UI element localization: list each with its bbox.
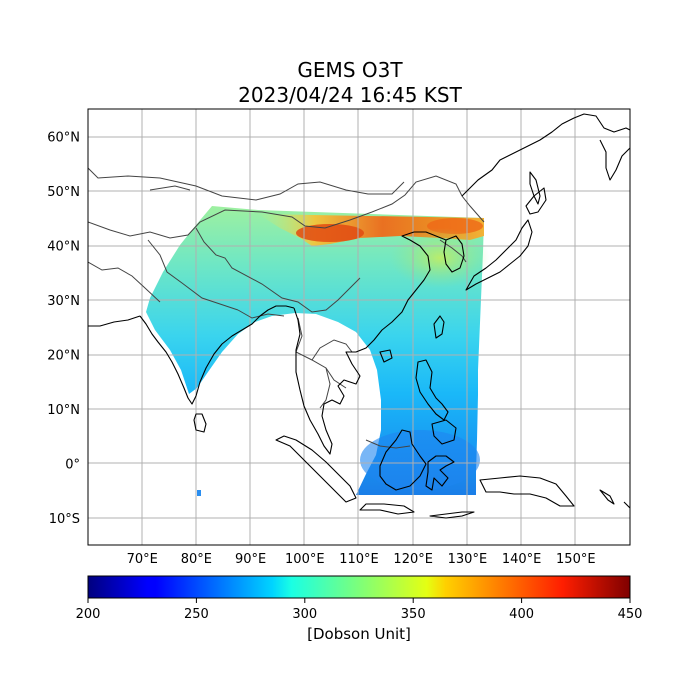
latitude-tick-label: 40°N xyxy=(47,239,80,254)
latitude-tick-label: 50°N xyxy=(47,185,80,200)
ozone-swath xyxy=(146,206,490,496)
latitude-tick-label: 20°N xyxy=(47,348,80,363)
coast-timor-islands xyxy=(429,511,475,519)
coast-hainan xyxy=(379,349,393,363)
longitude-tick-label: 90°E xyxy=(235,552,266,567)
latitude-tick-label: 30°N xyxy=(47,294,80,309)
latitude-tick-label: 60°N xyxy=(47,130,80,145)
coast-borneo xyxy=(379,429,427,491)
ozone-isolated-pixel xyxy=(197,490,201,496)
longitude-tick-label: 120°E xyxy=(393,552,433,567)
colorbar-tick-label: 300 xyxy=(292,607,317,622)
colorbar: 200 250 300 350 400 450 [Dobson Unit] xyxy=(76,575,643,643)
latitude-tick-labels: 60°N 50°N 40°N 30°N 20°N 10°N 0° 10°S xyxy=(47,130,80,527)
coast-korea xyxy=(443,235,465,273)
colorbar-tick-label: 250 xyxy=(184,607,209,622)
colorbar-tick-label: 400 xyxy=(509,607,534,622)
ozone-swath-fill xyxy=(146,206,484,495)
coast-sulawesi xyxy=(425,455,455,491)
longitude-tick-label: 110°E xyxy=(339,552,379,567)
latitude-tick-label: 10°N xyxy=(47,403,80,418)
colorbar-ticks: 200 250 300 350 400 450 xyxy=(76,598,643,622)
ozone-maximum-mongolia xyxy=(296,224,364,242)
coast-india xyxy=(139,305,295,405)
coast-solomon-islands xyxy=(599,489,630,509)
coast-myanmar-thailand-malaysia xyxy=(293,231,447,455)
coast-sumatra xyxy=(275,435,357,503)
coastlines xyxy=(88,113,630,519)
longitude-tick-label: 140°E xyxy=(502,552,542,567)
latitude-tick-label: 10°S xyxy=(49,512,80,527)
colorbar-tick-label: 450 xyxy=(618,607,643,622)
coast-taiwan xyxy=(433,315,445,339)
colorbar-tick-label: 200 xyxy=(76,607,101,622)
colorbar-label: [Dobson Unit] xyxy=(307,625,411,643)
latitude-tick-label: 0° xyxy=(65,457,80,472)
map-frame xyxy=(87,108,631,546)
coast-java xyxy=(359,503,415,515)
colorbar-tick-label: 350 xyxy=(401,607,426,622)
longitude-tick-label: 100°E xyxy=(285,552,325,567)
title-datetime: 2023/04/24 16:45 KST xyxy=(238,83,462,107)
coast-sakhalin xyxy=(529,171,541,205)
colorbar-gradient xyxy=(87,575,631,599)
longitude-tick-label: 150°E xyxy=(556,552,596,567)
title-product: GEMS O3T xyxy=(297,58,403,82)
coast-philippines xyxy=(415,359,457,445)
coast-arabian-sea xyxy=(88,315,141,327)
longitude-tick-label: 80°E xyxy=(181,552,212,567)
map-gridlines xyxy=(88,109,630,545)
longitude-tick-label: 130°E xyxy=(448,552,488,567)
coast-kamchatka xyxy=(599,139,630,181)
ozone-low-indonesia xyxy=(360,430,480,490)
coast-russia-pacific xyxy=(461,113,630,197)
coast-sri-lanka xyxy=(193,413,207,433)
longitude-tick-label: 70°E xyxy=(127,552,158,567)
longitude-tick-labels: 70°E 80°E 90°E 100°E 110°E 120°E 130°E 140°E 150… xyxy=(127,552,596,567)
coast-new-guinea xyxy=(479,475,575,507)
map-title: GEMS O3T 2023/04/24 16:45 KST xyxy=(0,58,700,108)
